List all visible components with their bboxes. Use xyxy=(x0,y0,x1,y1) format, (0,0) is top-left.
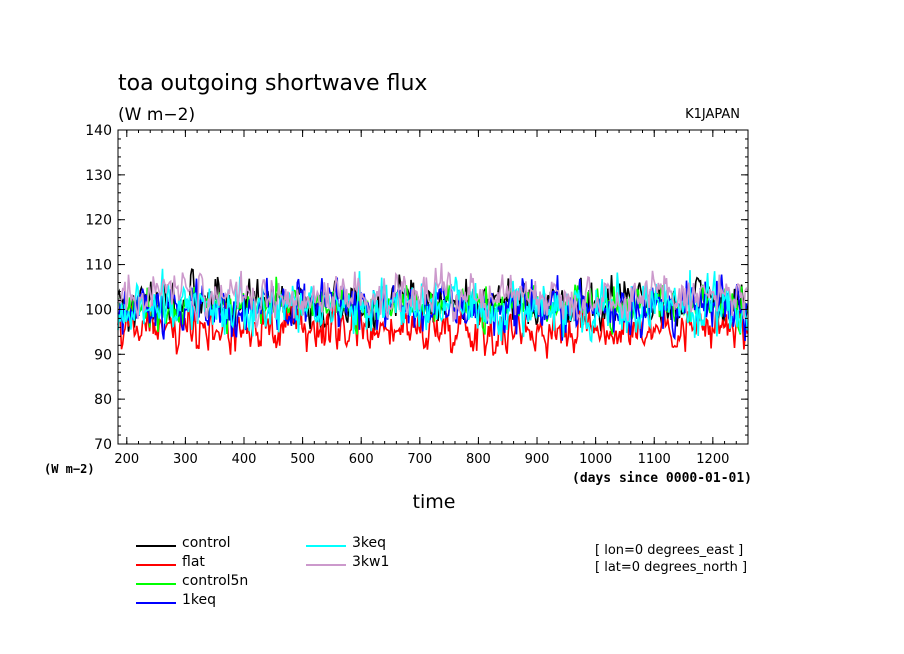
x-tick-label: 1000 xyxy=(579,452,612,467)
y-axis-units: (W m−2) xyxy=(44,462,95,476)
note-lon: [ lon=0 degrees_east ] xyxy=(595,543,743,558)
y-tick-label: 100 xyxy=(85,302,112,318)
axis-layer: 200 300 400 500 600 700 800 900 1000 1100 1200 70 80… xyxy=(85,123,749,467)
legend-label-flat: flat xyxy=(182,554,205,570)
x-tick-label: 400 xyxy=(232,452,257,467)
x-axis-units: (days since 0000-01-01) xyxy=(572,471,752,486)
x-tick-label: 1200 xyxy=(696,452,729,467)
series-layer xyxy=(117,263,749,359)
plot-frame xyxy=(117,129,749,445)
legend-label-control5n: control5n xyxy=(182,573,248,589)
legend-label-3keq: 3keq xyxy=(352,535,386,551)
legend-label-3kw1: 3kw1 xyxy=(352,554,389,570)
legend-label-control: control xyxy=(182,535,231,551)
series-line-3kw1 xyxy=(117,263,749,329)
y-tick-label: 130 xyxy=(85,168,112,184)
y-tick-label: 80 xyxy=(94,392,112,408)
x-tick-label: 700 xyxy=(407,452,432,467)
legend: control flat control5n 1keq 3keq 3kw1 xyxy=(136,535,389,608)
note-lat: [ lat=0 degrees_north ] xyxy=(595,560,747,575)
chart-title: toa outgoing shortwave flux xyxy=(118,71,427,96)
y-tick-label: 120 xyxy=(85,213,112,229)
x-axis-label: time xyxy=(413,491,456,513)
y-tick-label: 70 xyxy=(94,437,112,453)
x-tick-label: 800 xyxy=(466,452,491,467)
y-tick-label: 90 xyxy=(94,347,112,363)
x-tick-label: 900 xyxy=(525,452,550,467)
x-tick-label: 200 xyxy=(114,452,139,467)
y-tick-label: 140 xyxy=(85,123,112,139)
series-line-1keq xyxy=(117,274,748,342)
chart-units: (W m−2) xyxy=(118,105,195,125)
x-tick-label: 500 xyxy=(290,452,315,467)
x-tick-label: 600 xyxy=(349,452,374,467)
x-tick-label: 1100 xyxy=(638,452,671,467)
y-tick-label: 110 xyxy=(85,258,112,274)
legend-label-1keq: 1keq xyxy=(182,592,216,608)
x-tick-label: 300 xyxy=(173,452,198,467)
dataset-label: K1JAPAN xyxy=(685,107,740,122)
